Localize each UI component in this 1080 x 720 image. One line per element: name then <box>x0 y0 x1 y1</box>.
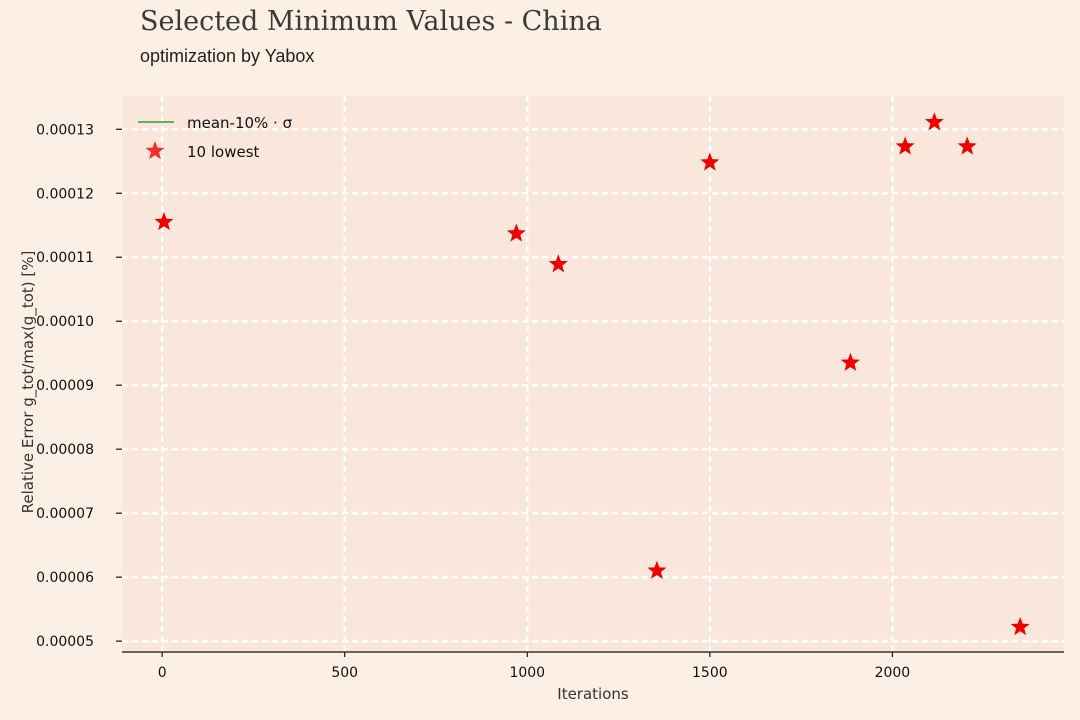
y-tick-label: 0.00008 <box>36 442 94 458</box>
grid <box>122 96 1064 652</box>
y-axis: 0.00005 0.00006 0.00007 0.00008 0.00009 0.000… <box>36 122 122 650</box>
x-tick-label: 500 <box>331 665 358 681</box>
x-tick-label: 1500 <box>692 665 728 681</box>
data-point-star <box>1010 617 1030 636</box>
y-tick-label: 0.00012 <box>36 186 94 202</box>
x-axis-title: Iterations <box>557 685 629 703</box>
x-tick-label: 1000 <box>509 665 545 681</box>
data-point-star <box>154 212 174 231</box>
x-tick-label: 0 <box>158 665 167 681</box>
y-tick-label: 0.00011 <box>36 250 94 266</box>
data-point-star <box>840 352 860 371</box>
legend: mean-10% · σ 10 lowest <box>138 114 293 161</box>
x-axis: 0 500 1000 1500 2000 <box>158 652 911 681</box>
y-tick-label: 0.00013 <box>36 122 94 138</box>
x-tick-label: 2000 <box>875 665 911 681</box>
legend-star-marker <box>145 141 165 160</box>
y-axis-title: Relative Error g_tot/max(g_tot) [%] <box>19 251 38 514</box>
page-title: Selected Minimum Values - China <box>140 6 602 37</box>
data-point-star <box>895 136 915 155</box>
data-point-star <box>957 136 977 155</box>
y-tick-label: 0.00005 <box>36 634 94 650</box>
data-point-star <box>700 152 720 171</box>
y-tick-label: 0.00007 <box>36 506 94 522</box>
data-point-star <box>647 560 667 579</box>
data-points <box>154 112 1030 636</box>
y-tick-label: 0.00006 <box>36 570 94 586</box>
y-tick-label: 0.00009 <box>36 378 94 394</box>
data-point-star <box>506 223 526 242</box>
y-tick-label: 0.00010 <box>36 314 94 330</box>
plot-area <box>122 96 1064 652</box>
data-point-star <box>548 254 568 273</box>
data-point-star <box>924 112 944 131</box>
legend-label-lowest: 10 lowest <box>187 143 260 161</box>
legend-label-mean: mean-10% · σ <box>187 114 293 132</box>
page-subtitle: optimization by Yabox <box>140 46 315 66</box>
